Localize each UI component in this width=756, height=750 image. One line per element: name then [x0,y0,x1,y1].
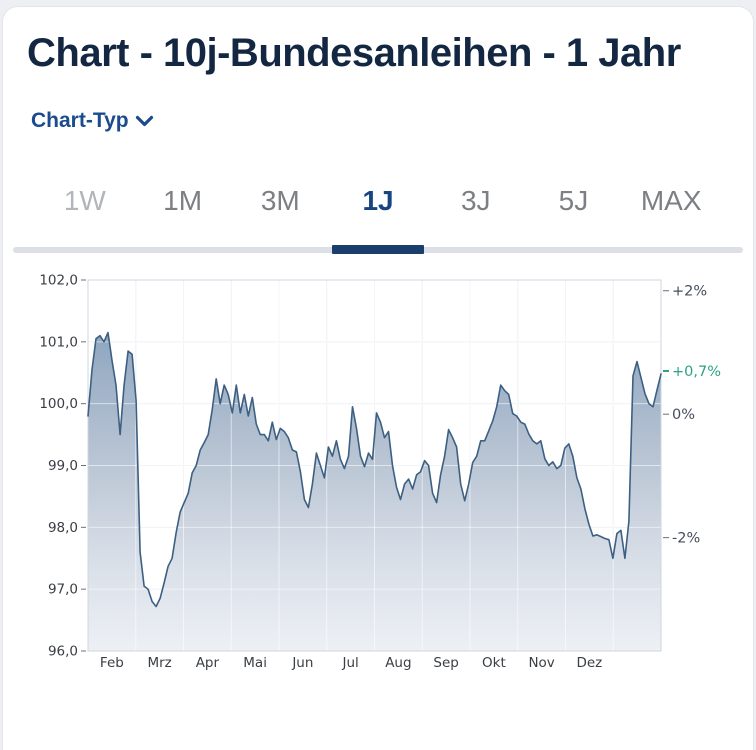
svg-text:Mai: Mai [243,655,267,671]
svg-text:97,0: 97,0 [48,582,78,598]
chart-type-label: Chart-Typ [31,109,129,132]
svg-text:+0,7%: +0,7% [672,364,721,380]
svg-text:Feb: Feb [100,655,124,671]
chevron-down-icon [135,115,154,128]
svg-text:0%: 0% [672,407,695,423]
svg-text:100,0: 100,0 [39,396,78,412]
svg-text:Jul: Jul [341,655,358,671]
svg-text:102,0: 102,0 [39,273,78,289]
svg-text:-2%: -2% [672,531,700,547]
tab-1w[interactable]: 1W [63,185,106,216]
svg-text:Okt: Okt [482,655,506,671]
tab-max[interactable]: MAX [640,185,702,216]
tab-3m[interactable]: 3M [260,185,300,216]
svg-text:Apr: Apr [196,655,220,671]
chart-type-dropdown[interactable]: Chart-Typ [31,109,154,133]
page-title: Chart - 10j-Bundesanleihen - 1 Jahr [27,31,681,75]
chart-card: Chart - 10j-Bundesanleihen - 1 Jahr Char… [2,6,754,750]
svg-text:101,0: 101,0 [39,334,78,350]
svg-text:Jun: Jun [291,655,313,671]
range-tab-bar: 1W 1M 3M 1J 3J 5J MAX [3,175,753,254]
svg-text:Sep: Sep [433,655,458,671]
price-chart: 102,0 101,0 100,0 99,0 98,0 97,0 96,0 +2% 0% -2% +… [3,269,753,689]
svg-text:98,0: 98,0 [48,520,78,536]
svg-text:+2%: +2% [672,284,707,300]
tab-1m[interactable]: 1M [163,185,203,216]
svg-text:96,0: 96,0 [48,644,78,660]
svg-text:Mrz: Mrz [147,655,171,671]
tab-1j[interactable]: 1J [329,175,427,254]
tab-3j[interactable]: 3J [460,185,491,216]
svg-text:99,0: 99,0 [48,458,78,474]
svg-text:Dez: Dez [576,655,602,671]
chart-canvas[interactable]: 102,0 101,0 100,0 99,0 98,0 97,0 96,0 +2% 0% -2% +… [3,269,755,689]
svg-text:Aug: Aug [385,655,411,671]
tab-5j[interactable]: 5J [558,185,589,216]
svg-text:Nov: Nov [528,655,554,671]
